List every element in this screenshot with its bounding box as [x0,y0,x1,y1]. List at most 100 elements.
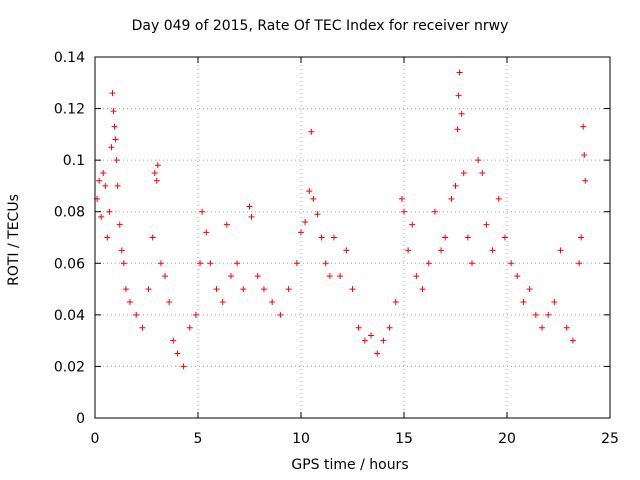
data-point [254,273,261,280]
data-point [100,170,107,177]
data-point [308,128,315,135]
data-point [162,273,169,280]
data-point [106,208,113,215]
data-point [582,177,589,184]
data-point [157,260,164,267]
data-point [180,363,187,370]
data-point [409,221,416,228]
grid-lines [95,57,610,418]
data-point [386,324,393,331]
data-point [539,324,546,331]
data-point [122,286,129,293]
data-point [576,260,583,267]
data-point [448,195,455,202]
data-point [114,182,121,189]
data-point [98,213,105,220]
data-point [145,286,152,293]
data-point [551,298,558,305]
data-point [139,324,146,331]
data-point [133,311,140,318]
data-point [545,311,552,318]
data-point [109,90,116,97]
data-point [442,234,449,241]
data-point [277,311,284,318]
data-point [458,110,465,117]
data-point [322,260,329,267]
data-point [246,203,253,210]
data-point [337,273,344,280]
data-point [508,260,515,267]
data-point [326,273,333,280]
data-point [111,123,118,130]
data-points [94,69,589,370]
chart-title: Day 049 of 2015, Rate Of TEC Index for r… [131,18,509,34]
data-point [413,273,420,280]
data-point [405,247,412,254]
x-tick-label: 20 [498,431,516,447]
data-point [293,260,300,267]
y-tick-label: 0.06 [54,256,85,272]
data-point [361,337,368,344]
data-point [234,260,241,267]
data-point [310,195,317,202]
data-point [269,298,276,305]
data-point [557,247,564,254]
data-point [355,324,362,331]
data-point [483,221,490,228]
data-point [464,234,471,241]
data-point [330,234,337,241]
data-point [260,286,267,293]
data-point [154,162,161,169]
x-tick-label: 25 [601,431,619,447]
data-point [118,247,125,254]
data-point [475,157,482,164]
y-axis-label: ROTI / TECUs [6,194,22,286]
y-tick-label: 0.12 [54,102,85,118]
data-point [514,273,521,280]
data-point [120,260,127,267]
data-point [248,213,255,220]
data-point [149,234,156,241]
data-point [113,157,120,164]
data-point [219,298,226,305]
x-tick-labels: 0 5 10 15 20 25 [91,431,619,447]
data-point [431,208,438,215]
data-point [127,298,134,305]
x-tick-label: 0 [91,431,100,447]
axis-ticks [94,56,611,419]
data-point [203,229,210,236]
data-point [452,182,459,189]
data-point [425,260,432,267]
data-point [392,298,399,305]
data-point [349,286,356,293]
y-tick-label: 0.04 [54,308,85,324]
data-point [298,229,304,236]
data-point [495,195,502,202]
data-point [96,177,103,184]
data-point [199,208,206,215]
data-point [285,286,292,293]
data-point [110,108,117,115]
data-point [398,195,405,202]
plot-frame [94,56,611,419]
data-point [456,69,463,76]
data-point [318,234,325,241]
data-point [213,286,220,293]
data-point [374,350,381,357]
data-point [240,286,247,293]
data-point [207,260,214,267]
data-point [501,234,508,241]
data-point [419,286,426,293]
x-tick-label: 5 [194,431,203,447]
data-point [302,219,309,226]
data-point [380,337,387,344]
data-point [314,211,321,218]
data-point [368,332,375,339]
data-point [186,324,193,331]
data-point [479,170,486,177]
data-point [197,260,204,267]
data-point [489,247,496,254]
y-tick-label: 0.02 [54,359,85,375]
data-point [102,182,109,189]
data-point [532,311,539,318]
